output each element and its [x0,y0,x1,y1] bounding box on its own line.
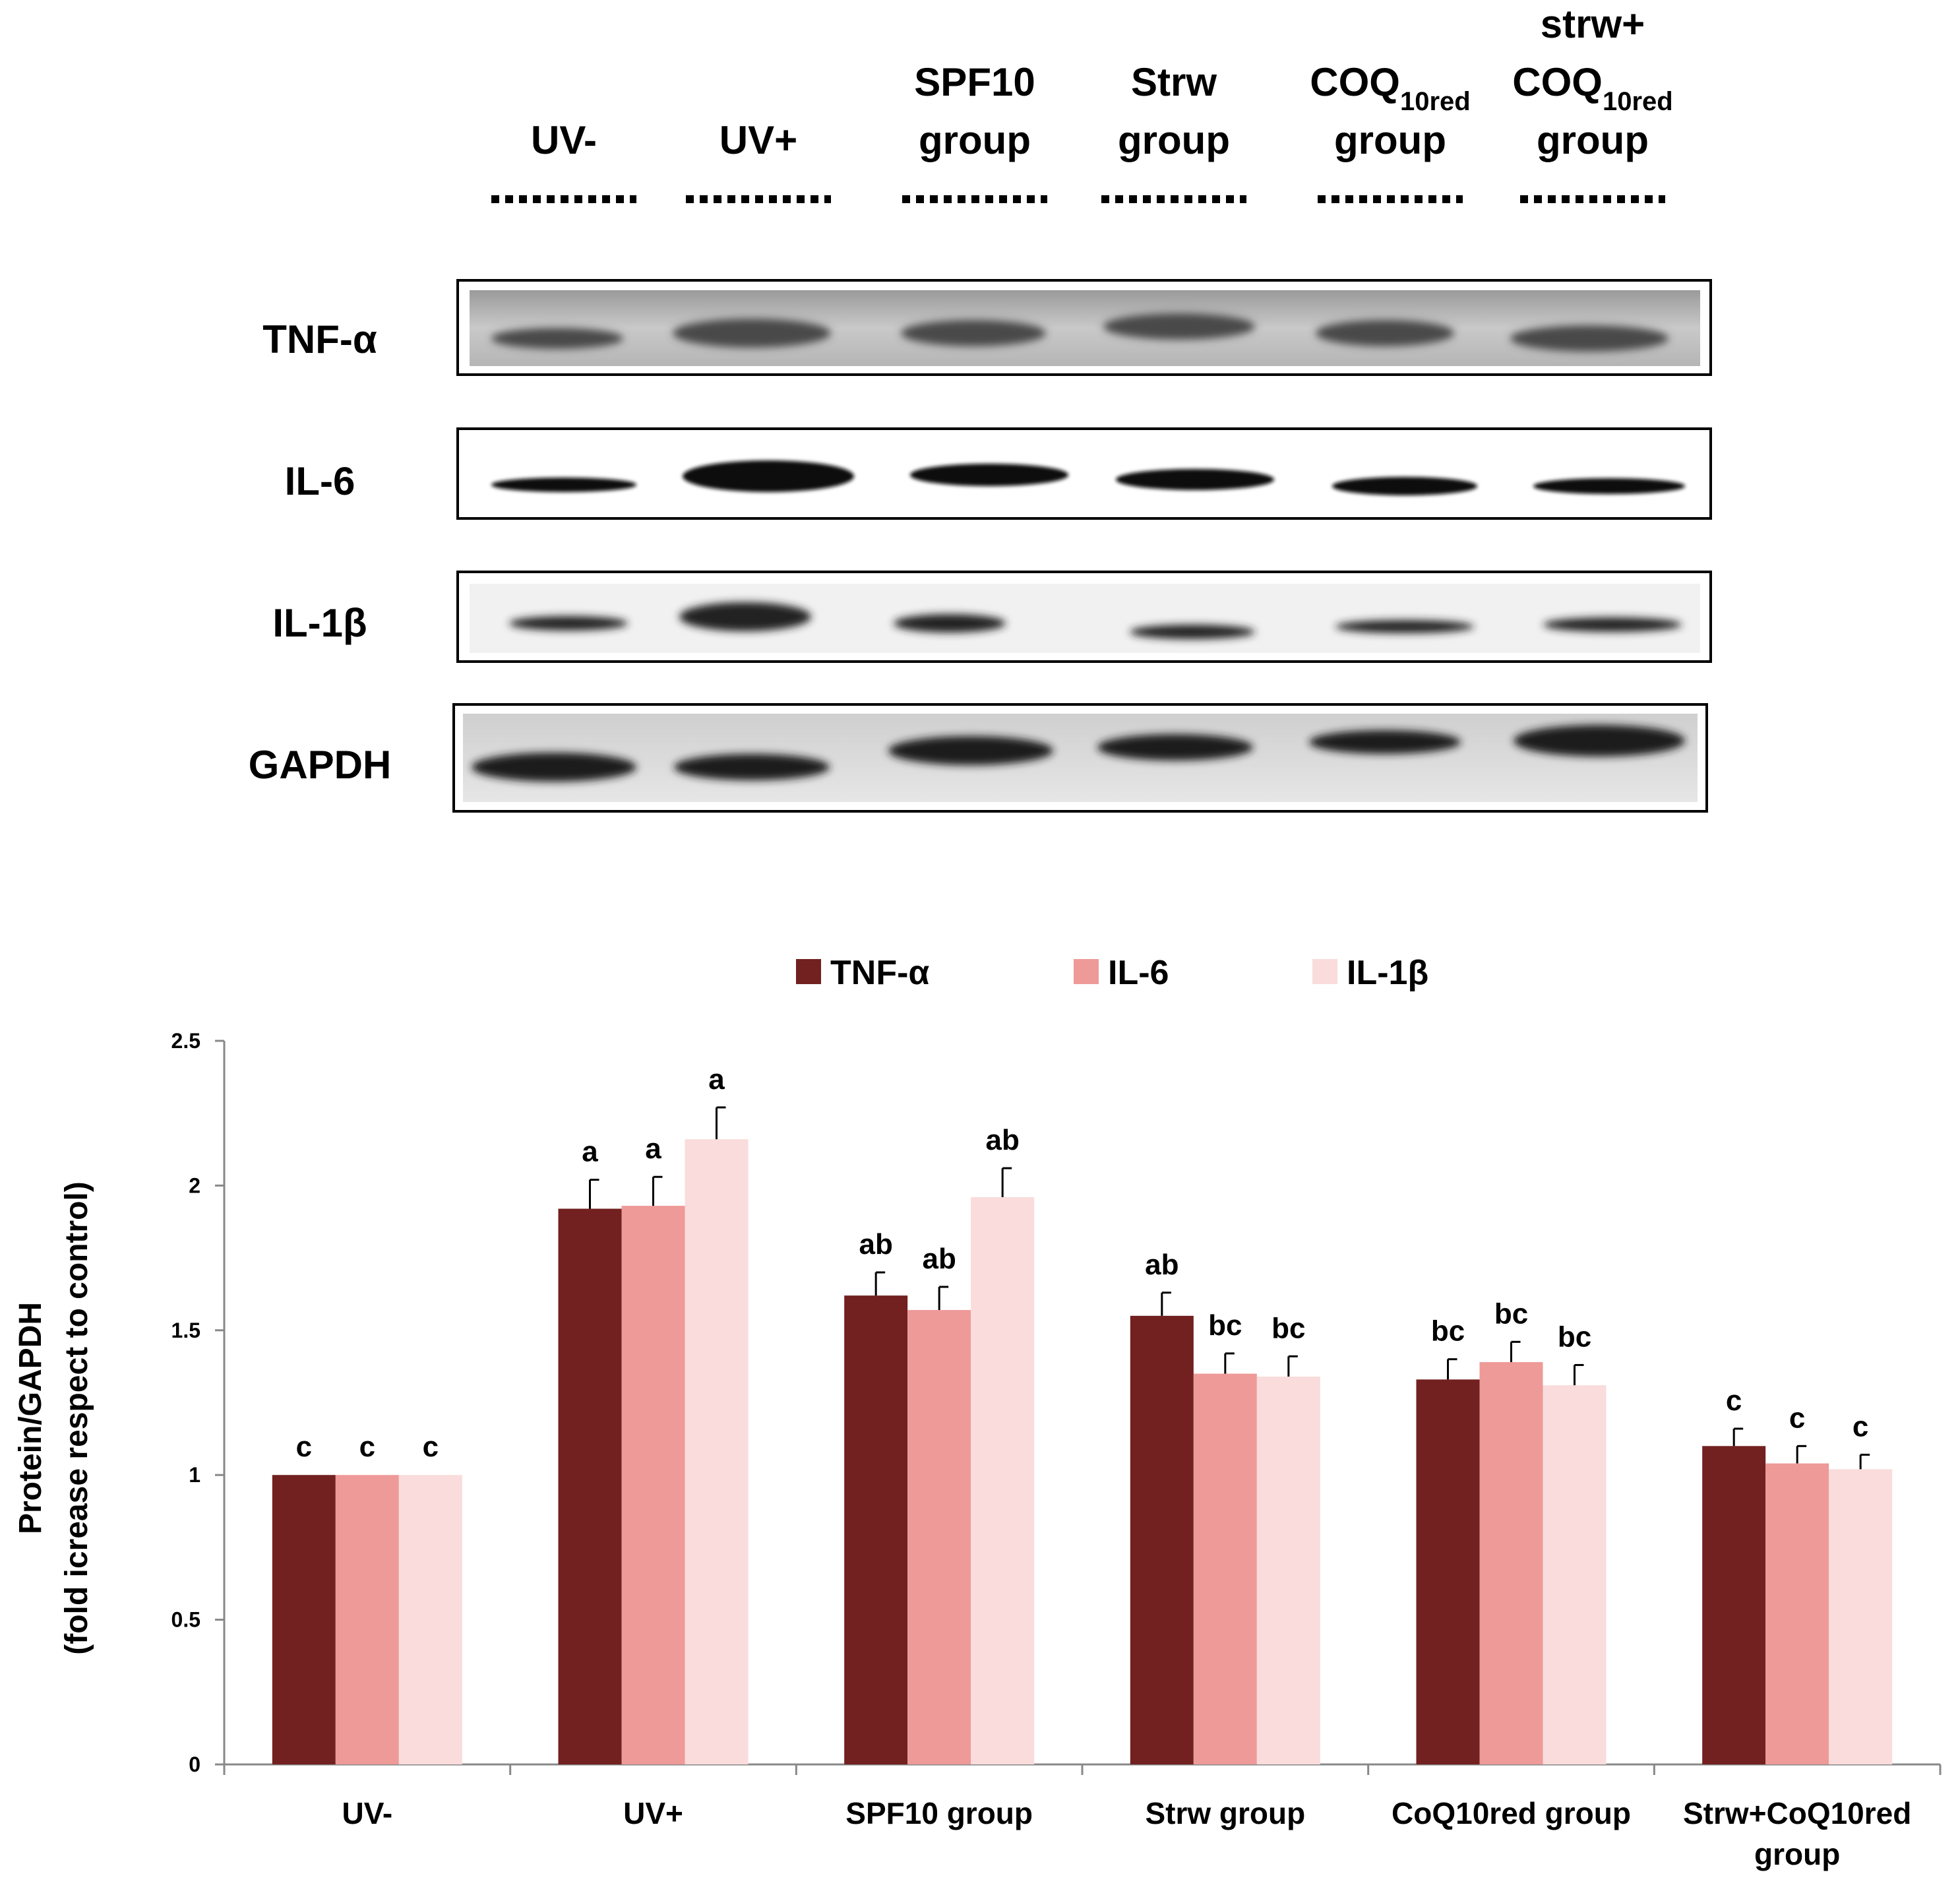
bar [1130,1315,1194,1764]
significance-label: ab [922,1243,956,1275]
lane-header-line: group [1334,118,1446,162]
blot-row-label: TNF-α [262,317,377,361]
significance-label: ab [985,1124,1019,1156]
y-axis-subtitle: (fold icrease respect to control) [59,1181,94,1655]
lane-header-line: UV+ [720,118,797,162]
y-tick-label: 1 [189,1463,200,1487]
bar [1543,1385,1607,1764]
lane-header-line: SPF10 [914,60,1035,104]
y-tick-label: 0 [189,1753,200,1776]
bar [685,1139,749,1764]
lane-header-line: group [919,118,1031,162]
legend-swatch [1074,959,1099,984]
significance-label: ab [859,1228,892,1260]
y-tick-label: 1.5 [171,1319,200,1342]
bar [1479,1362,1543,1764]
x-tick-label: UV- [342,1796,392,1830]
bar [1256,1377,1320,1764]
bar [907,1310,971,1764]
x-tick-label: UV+ [623,1796,683,1830]
significance-label: a [708,1063,725,1096]
blot-panel-gapdh [452,703,1708,813]
bar [971,1197,1035,1764]
y-axis-title: Protein/GAPDH [13,1302,48,1534]
significance-label: a [582,1136,598,1168]
blot-row-label: IL-6 [285,459,355,503]
y-tick-label: 2 [189,1173,200,1197]
lane-header-line: COQ10red [1512,60,1672,116]
blot-row-label: IL-1β [272,601,367,645]
significance-label: a [645,1133,661,1165]
blot-panel-tnf [456,279,1712,376]
blot-panel-il1b [456,571,1712,663]
significance-label: c [1853,1410,1868,1443]
lane-header-line: Strw [1131,60,1217,104]
bar [1765,1463,1829,1764]
bar [272,1475,336,1764]
legend-label: IL-1β [1347,954,1428,992]
blot-row-label: GAPDH [249,743,392,787]
significance-label: bc [1494,1297,1528,1330]
chart-axes: 0 0.5 1 1.5 2 2.5 [171,1029,1942,1776]
x-tick-label: Strw+CoQ10red [1683,1796,1911,1830]
lane-header-subscript: 10red [1400,87,1471,116]
blot-lane-headers: UV- UV+SPF10groupStrwgroupCOQ10redgroupst… [491,2,1673,203]
significance-label: c [359,1431,375,1463]
bar [1193,1373,1257,1764]
blot-panel-il6 [456,427,1712,520]
bar [398,1475,462,1764]
x-tick-label: Strw group [1145,1796,1305,1830]
y-tick-label: 2.5 [171,1029,200,1053]
significance-label: bc [1271,1312,1305,1344]
chart-legend: TNF-α IL-6 IL-1β [796,954,1428,992]
significance-label: c [1789,1402,1805,1434]
x-tick-label: CoQ10red group [1392,1796,1631,1830]
bar [558,1208,622,1764]
legend-label: IL-6 [1108,954,1169,992]
significance-label: ab [1145,1249,1179,1281]
significance-label: c [1726,1384,1742,1417]
significance-label: bc [1558,1321,1591,1353]
lane-header-line: UV- [531,118,597,162]
legend-label: TNF-α [830,954,929,992]
bar [1702,1446,1766,1764]
blot-row-labels: TNF-α IL-6 IL-1β GAPDH [249,317,392,787]
significance-label: bc [1208,1309,1242,1342]
legend-swatch [796,959,821,984]
significance-label: bc [1431,1315,1465,1348]
lane-header-line: group [1118,118,1230,162]
lane-header-line: group [1537,118,1649,162]
x-tick-label: group [1754,1837,1840,1871]
legend-swatch [1312,959,1337,984]
x-tick-labels: UV- UV+ SPF10 group Strw group CoQ10red grou… [342,1796,1911,1871]
x-tick-label: SPF10 group [845,1796,1033,1830]
lane-header-line: COQ10red [1310,60,1470,116]
bar [621,1206,685,1764]
bar [1829,1469,1893,1764]
bar [844,1295,908,1764]
lane-header-line: strw+ [1541,2,1645,46]
significance-label: c [296,1431,312,1463]
y-tick-label: 0.5 [171,1608,200,1632]
lane-header-subscript: 10red [1603,87,1673,116]
significance-label: c [423,1431,439,1463]
bar [335,1475,399,1764]
bar [1416,1379,1480,1764]
